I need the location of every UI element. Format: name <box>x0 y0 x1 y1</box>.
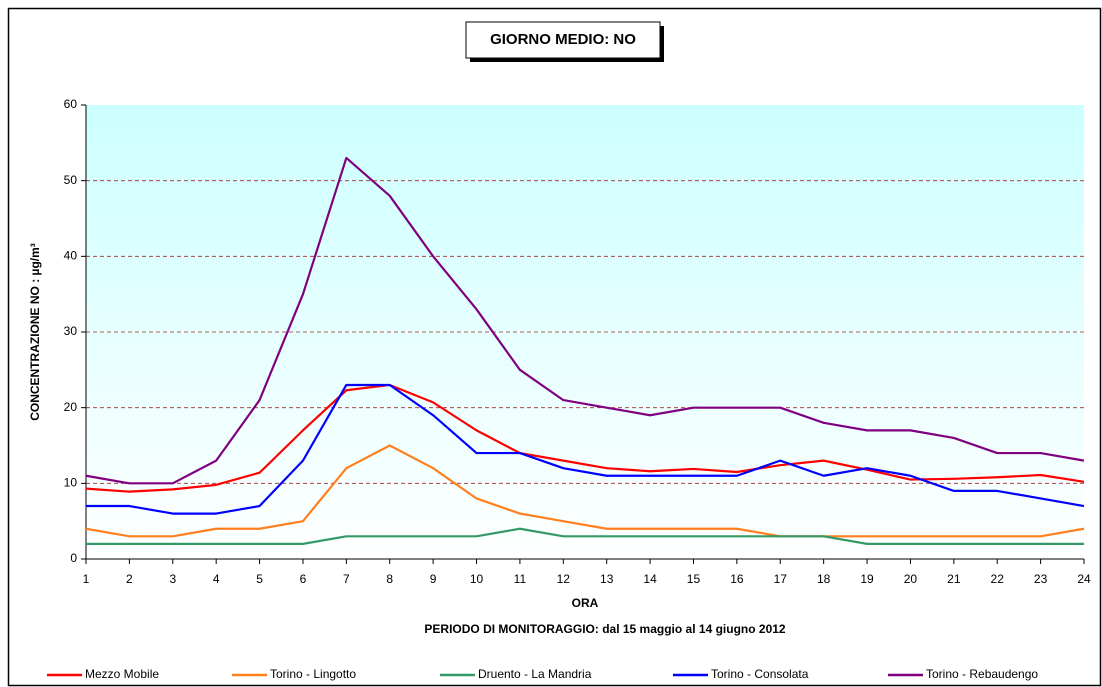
x-tick-label: 24 <box>1077 572 1091 586</box>
x-tick-label: 21 <box>947 572 961 586</box>
x-tick-label: 15 <box>687 572 701 586</box>
series-line <box>85 444 1085 538</box>
x-tick-label: 11 <box>514 572 527 586</box>
y-tick-label: 0 <box>70 551 77 565</box>
x-tick-label: 20 <box>904 572 918 586</box>
y-tick-label: 40 <box>64 249 78 263</box>
legend-label: Druento - La Mandria <box>478 667 592 681</box>
x-tick-label: 22 <box>991 572 1005 586</box>
subtitle: PERIODO DI MONITORAGGIO: dal 15 maggio a… <box>424 622 786 636</box>
x-tick-label: 6 <box>300 572 307 586</box>
x-tick-label: 13 <box>600 572 614 586</box>
series-line <box>85 156 1085 485</box>
series-line <box>86 527 1084 545</box>
x-tick-label: 10 <box>470 572 484 586</box>
chart-title: GIORNO MEDIO: NO <box>490 31 636 48</box>
x-tick-label: 4 <box>213 572 220 586</box>
legend-label: Torino - Lingotto <box>270 667 356 681</box>
x-tick-label: 3 <box>169 572 176 586</box>
legend-label: Mezzo Mobile <box>85 667 159 681</box>
x-tick-label: 23 <box>1034 572 1048 586</box>
x-axis-label: ORA <box>572 596 599 610</box>
y-tick-label: 20 <box>64 400 78 414</box>
x-tick-label: 19 <box>860 572 874 586</box>
x-tick-label: 1 <box>83 572 90 586</box>
y-tick-label: 10 <box>64 476 78 490</box>
y-tick-label: 50 <box>64 173 78 187</box>
x-tick-label: 7 <box>343 572 350 586</box>
x-tick-label: 14 <box>643 572 657 586</box>
x-tick-label: 9 <box>430 572 437 586</box>
x-tick-label: 18 <box>817 572 831 586</box>
y-tick-label: 60 <box>64 97 78 111</box>
legend-label: Torino - Consolata <box>711 667 809 681</box>
legend-label: Torino - Rebaudengo <box>926 667 1038 681</box>
x-tick-label: 8 <box>386 572 393 586</box>
series-line <box>86 383 1085 515</box>
y-tick-label: 30 <box>64 324 78 338</box>
y-axis-label: CONCENTRAZIONE NO : µg/m³ <box>28 243 42 421</box>
x-tick-label: 5 <box>256 572 263 586</box>
x-tick-label: 2 <box>126 572 133 586</box>
x-tick-label: 17 <box>774 572 788 586</box>
x-tick-label: 12 <box>557 572 571 586</box>
x-tick-label: 16 <box>730 572 744 586</box>
title-box <box>465 21 661 59</box>
